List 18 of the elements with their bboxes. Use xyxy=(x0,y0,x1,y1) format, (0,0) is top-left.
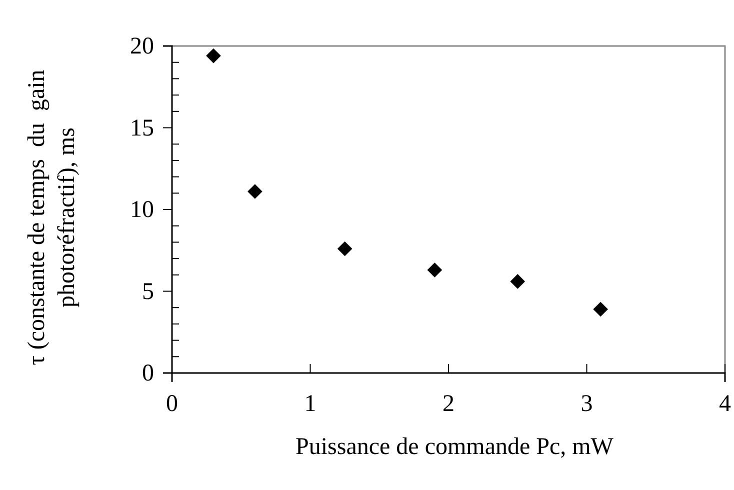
point xyxy=(593,302,608,317)
x-axis-title: Puissance de commande Pc, mW xyxy=(296,434,614,460)
y-tick-label: 0 xyxy=(142,360,154,387)
point xyxy=(206,48,221,64)
point xyxy=(510,274,526,289)
x-tick-label: 3 xyxy=(580,391,593,418)
point xyxy=(248,184,262,199)
x-tick-label: 0 xyxy=(166,391,178,418)
y-axis-title: τ (constante de temps du gain photoréfractif), ms xyxy=(24,70,80,366)
y-tick-label: 15 xyxy=(130,115,154,142)
y-tick-label: 10 xyxy=(130,197,154,224)
point xyxy=(427,262,442,278)
y-tick-label: 5 xyxy=(142,278,154,305)
x-tick-label: 4 xyxy=(719,391,731,418)
x-tick-label: 2 xyxy=(442,391,454,418)
x-tick-label: 1 xyxy=(304,391,316,418)
point xyxy=(337,241,352,256)
y-tick-label: 20 xyxy=(130,34,154,60)
